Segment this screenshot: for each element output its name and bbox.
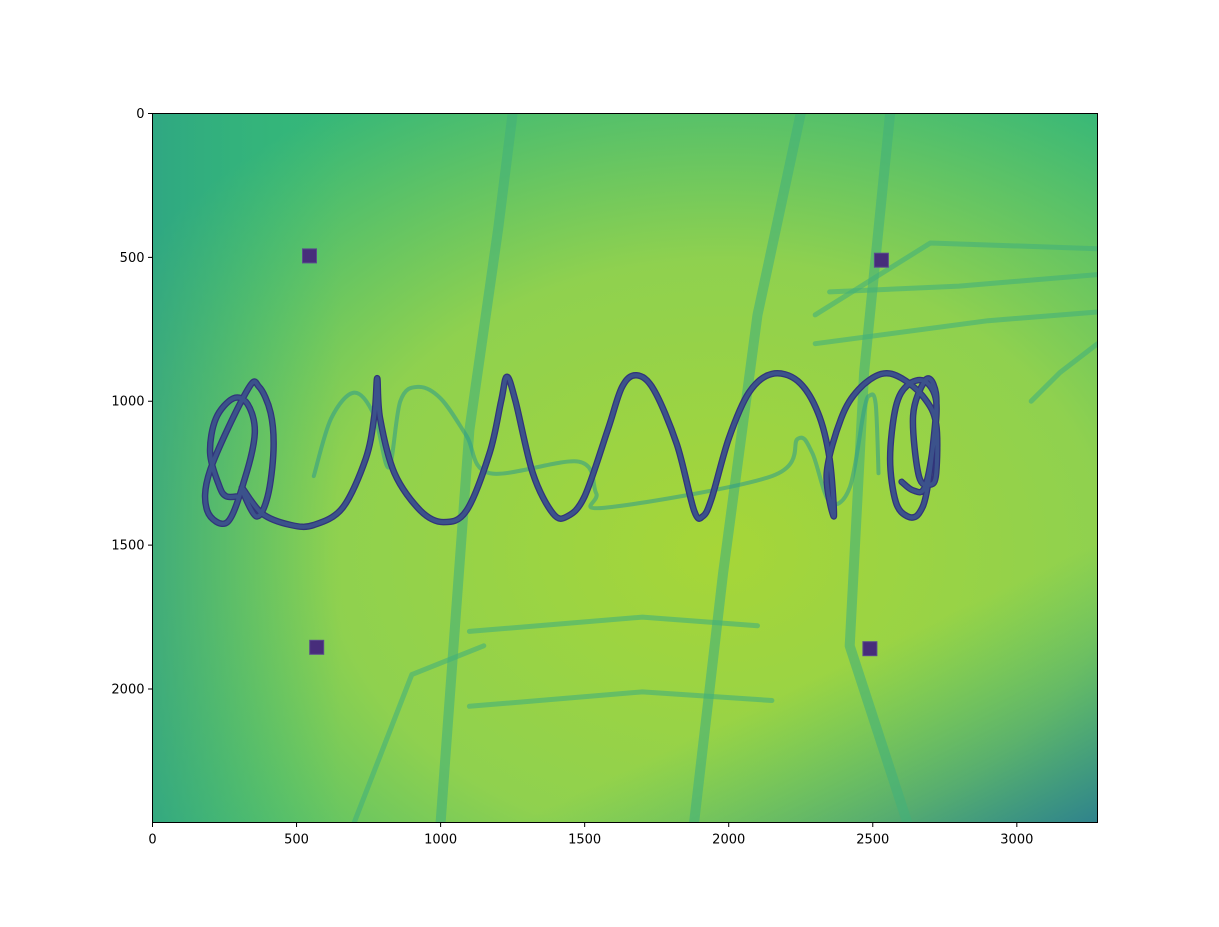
structure-line [435, 113, 518, 823]
fiducial-marker [862, 641, 878, 657]
x-tick-label: 500 [284, 833, 309, 848]
x-tick-label: 2500 [856, 833, 889, 848]
y-tick-label: 1500 [111, 539, 144, 554]
structure-line [844, 113, 913, 823]
spiral-path [203, 371, 940, 529]
x-tick-label: 0 [148, 833, 156, 848]
structure-line [812, 309, 1098, 347]
structure-line [1028, 341, 1098, 404]
structure-line [827, 272, 1098, 295]
structure-line [466, 689, 775, 709]
y-axis: 0 500 1000 1500 2000 [111, 107, 153, 697]
fiducial-marker [873, 252, 889, 268]
spiral-reflection-path [311, 384, 881, 511]
x-tick-label: 1500 [568, 833, 601, 848]
image-corner-shade [152, 113, 1098, 823]
spiral-reflection [311, 384, 881, 511]
plot-area [152, 113, 1098, 823]
structure-line [466, 614, 760, 634]
spiral-wire [201, 369, 941, 531]
fiducial-marker [309, 639, 325, 655]
x-tick-label: 3000 [1000, 833, 1033, 848]
background-structures [351, 113, 1098, 823]
fiducial-markers [302, 248, 889, 657]
y-tick-label: 1000 [111, 395, 144, 410]
structure-line [351, 643, 487, 823]
fiducial-marker [302, 248, 317, 264]
x-tick-label: 2000 [712, 833, 745, 848]
y-tick-label: 2000 [111, 682, 144, 697]
y-tick-label: 0 [136, 107, 144, 122]
y-tick-label: 500 [120, 251, 145, 266]
x-tick-label: 1000 [424, 833, 457, 848]
x-axis: 0 500 1000 1500 2000 2500 3000 [148, 822, 1033, 848]
plot-frame [152, 113, 1098, 823]
